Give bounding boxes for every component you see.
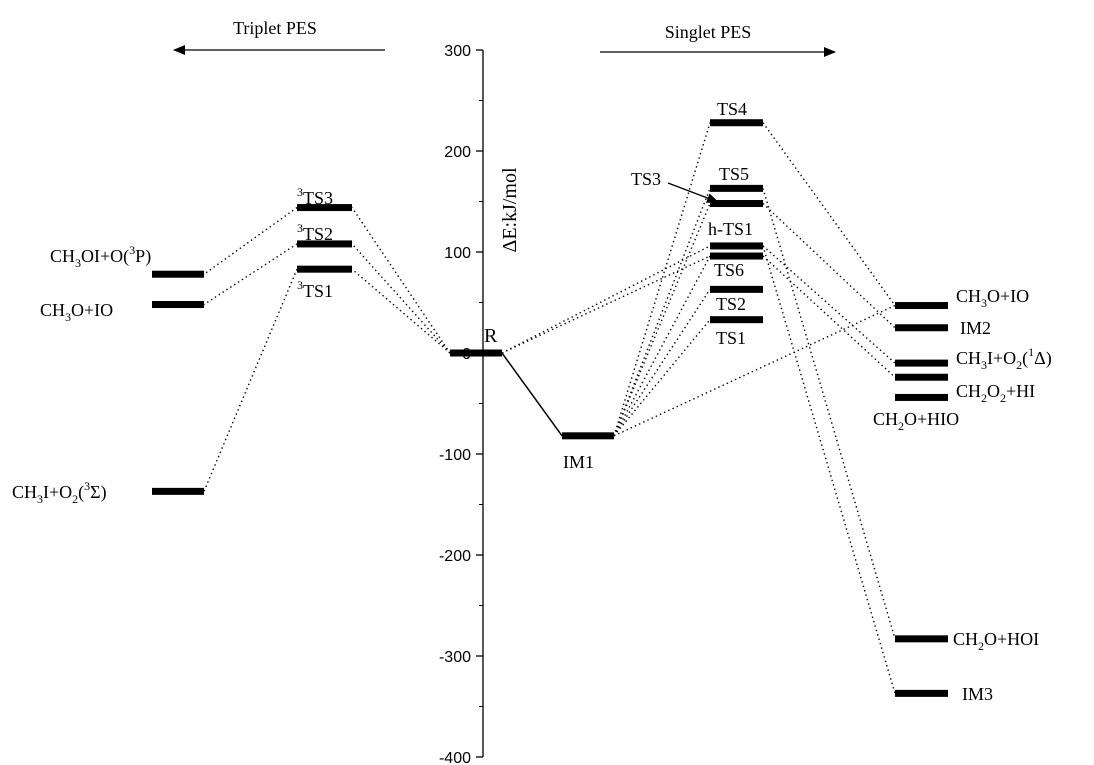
label-ts2: TS2 xyxy=(716,294,746,314)
dotted-path-IM1-TS5 xyxy=(613,188,711,437)
level-bar-ch2o_hio xyxy=(895,393,948,401)
dotted-path-IM1-TS1 xyxy=(613,319,711,437)
label-ch2o-hoi: CH2O+HOI xyxy=(953,629,1039,653)
dotted-path-R-TS6 xyxy=(501,255,711,354)
dotted-path-TS5-CH2O_HOI xyxy=(762,188,896,640)
label-ch3o-io-triplet: CH3O+IO xyxy=(40,300,113,324)
label-3ts2: 3TS2 xyxy=(297,221,333,244)
level-bar-ts6 xyxy=(710,252,763,260)
level-bar-im3 xyxy=(895,689,948,697)
label-h-ts1: h-TS1 xyxy=(708,219,753,239)
label-r: R xyxy=(484,325,498,347)
label-3ts1: 3TS1 xyxy=(297,278,333,301)
level-bar-ch3i_o2_3s xyxy=(152,487,204,495)
level-labels: CH3OI+O(3P) CH3O+IO CH3I+O2(3Σ) 3TS3 3TS… xyxy=(12,99,1052,704)
axis-tick-label: -300 xyxy=(439,649,471,666)
label-ts3: TS3 xyxy=(631,169,661,189)
axis-label: ΔE:kJ/mol xyxy=(499,167,521,253)
level-bar-ch3o_io_s xyxy=(895,302,948,310)
dotted-path-IM1-TS6 xyxy=(613,255,711,437)
dotted-path-R-3TS1 xyxy=(351,268,451,354)
level-bar-im2 xyxy=(895,324,948,332)
label-ts5: TS5 xyxy=(719,164,749,184)
level-bar-ch2o_hoi xyxy=(895,635,948,643)
dotted-path-3TS2-CH3O_IO_t xyxy=(203,243,298,306)
dotted-path-IM1-TS3 xyxy=(613,203,711,437)
label-ts6: TS6 xyxy=(714,260,744,280)
axis-tick-label: -400 xyxy=(439,750,471,765)
label-im1: IM1 xyxy=(563,452,594,472)
dotted-path-3TS3-CH3OI_O3P xyxy=(203,206,298,275)
level-bar-ts2 xyxy=(710,285,763,293)
solid-path-R-IM1 xyxy=(501,352,563,437)
level-bar-ts3 xyxy=(710,200,763,208)
axis-tick-label: -200 xyxy=(439,548,471,565)
label-ch2o-hio: CH2O+HIO xyxy=(873,409,959,433)
label-ts4: TS4 xyxy=(717,99,747,119)
level-bar-ch2o2_hi xyxy=(895,373,948,381)
dotted-path-R-h-TS1 xyxy=(501,245,711,354)
level-bar-ch3i_o2_1d xyxy=(895,359,948,367)
label-ch2o2-hi: CH2O2+HI xyxy=(956,381,1035,405)
dotted-path-IM1-CH3O_IO_s xyxy=(613,304,896,437)
label-im2: IM2 xyxy=(960,318,991,338)
axis-tick-label: 100 xyxy=(444,245,471,262)
label-ch3o-io-singlet: CH3O+IO xyxy=(956,286,1029,310)
level-bar-ch3o_io_t xyxy=(152,301,204,309)
level-bar-h-ts1 xyxy=(710,242,763,250)
dotted-path-TS3-IM2 xyxy=(762,203,896,329)
label-ch3i-o2-1delta: CH3I+O2(1Δ) xyxy=(956,345,1052,372)
label-ts1: TS1 xyxy=(716,328,746,348)
dotted-path-TS6-CH2O2_HI xyxy=(762,255,896,378)
dotted-path-IM1-TS2 xyxy=(613,288,711,437)
dotted-path-h-TS1-IM3 xyxy=(762,245,896,694)
level-bar-im1 xyxy=(562,432,614,440)
level-bar-r xyxy=(450,349,502,357)
label-im3: IM3 xyxy=(962,684,993,704)
dotted-path-TS4-CH3O_IO_s xyxy=(762,122,896,306)
level-bar-ts4 xyxy=(710,119,763,127)
dotted-path-3TS1-CH3I_O2_3S xyxy=(203,268,298,492)
connection-lines xyxy=(203,122,896,694)
level-bar-ch3oi_o3p xyxy=(152,270,204,278)
singlet-header: Singlet PES xyxy=(665,22,752,42)
label-ch3i-o2-3sigma: CH3I+O2(3Σ) xyxy=(12,479,107,506)
level-bar-ts5 xyxy=(710,184,763,192)
level-bar-3ts3 xyxy=(297,204,352,212)
level-bar-ts1 xyxy=(710,316,763,324)
level-bar-3ts1 xyxy=(297,265,352,273)
axis-tick-label: 300 xyxy=(444,43,471,60)
energy-axis: 3002001000-100-200-300-400 xyxy=(439,43,484,765)
level-bar-3ts2 xyxy=(297,240,352,248)
label-ch3oi-o3p: CH3OI+O(3P) xyxy=(50,243,151,270)
dotted-path-IM1-TS4 xyxy=(613,122,711,437)
dotted-path-h-TS1-CH3I_O2_1D xyxy=(762,245,896,364)
axis-tick-label: 200 xyxy=(444,144,471,161)
label-3ts3: 3TS3 xyxy=(297,185,333,208)
dotted-path-R-3TS3 xyxy=(351,207,451,354)
axis-tick-label: -100 xyxy=(439,447,471,464)
ts3-pointer-arrow xyxy=(667,182,719,203)
energy-levels xyxy=(152,119,948,697)
dotted-path-R-3TS2 xyxy=(351,243,451,354)
triplet-header: Triplet PES xyxy=(233,18,317,38)
